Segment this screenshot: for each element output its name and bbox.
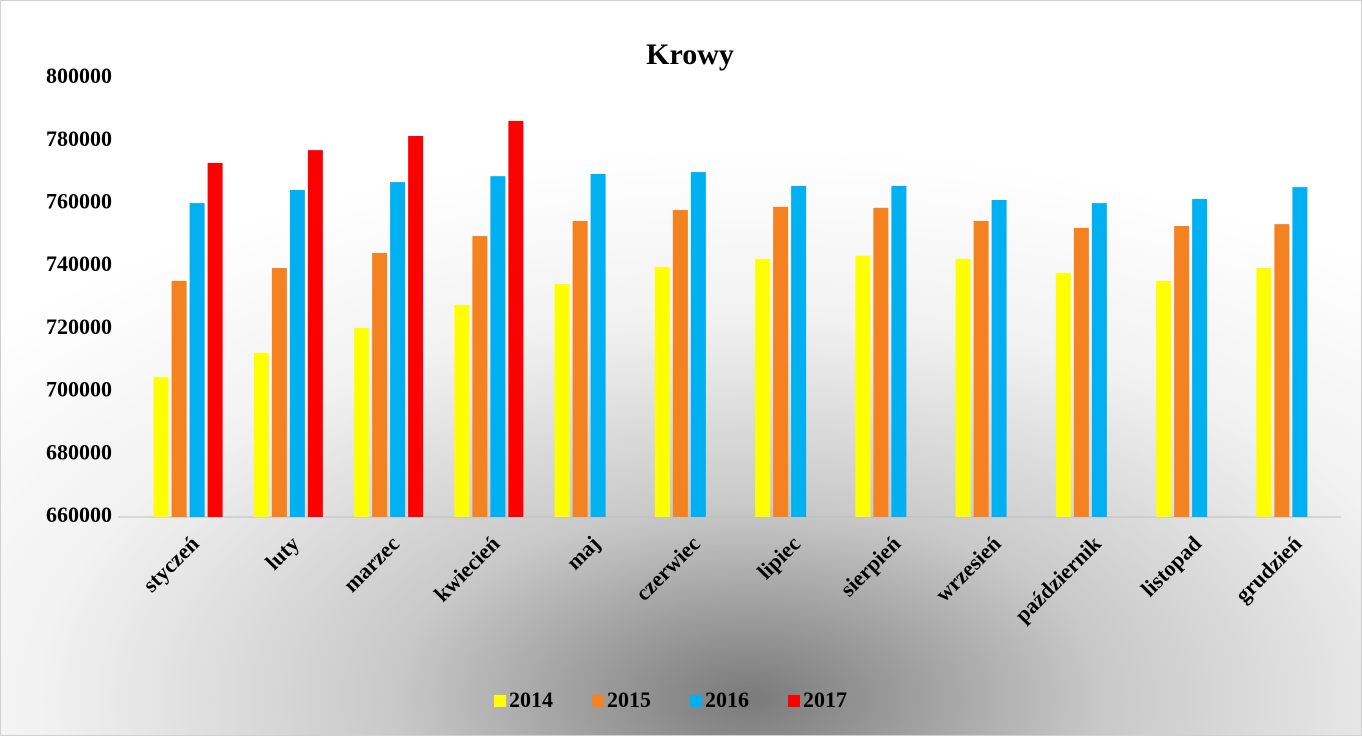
bar [654,267,670,517]
bar [1256,268,1272,517]
y-tick-label: 660000 [46,502,112,527]
y-tick-label: 680000 [46,439,112,464]
bar [773,206,789,517]
bar [253,353,269,517]
bar [554,284,570,517]
bar [873,207,889,517]
y-tick-label: 740000 [46,251,112,276]
bar [307,150,323,517]
bar [508,120,524,517]
bar [1292,187,1308,517]
bar [472,236,488,518]
bar [390,182,406,517]
y-tick-label: 700000 [46,377,112,402]
bar [1192,199,1208,517]
bar [891,185,907,517]
bar [372,252,388,518]
legend-label: 2016 [705,687,749,712]
chart-title: Krowy [646,38,734,71]
legend-swatch [690,695,702,707]
legend-label: 2017 [803,687,847,712]
bar [153,377,169,517]
bar [973,220,989,517]
bar [755,258,771,517]
bar [1055,273,1071,517]
bar [454,305,470,517]
y-tick-label: 720000 [46,314,112,339]
legend-swatch [592,695,604,707]
legend-label: 2015 [607,687,651,712]
legend-swatch [788,695,800,707]
y-tick-label: 780000 [46,126,112,151]
bar [490,176,506,517]
bar [572,220,588,517]
bar [855,255,871,518]
bar [672,210,688,518]
bar [590,173,606,517]
bar [1156,280,1172,517]
bar [271,268,287,517]
bar [1174,226,1190,517]
legend-swatch [494,695,506,707]
y-tick-label: 760000 [46,188,112,213]
bar [171,280,187,517]
bar [690,172,706,518]
bar [289,189,305,517]
legend-label: 2014 [509,687,553,712]
bar [1274,224,1290,518]
bar [1091,203,1107,518]
bar [791,185,807,517]
bar [189,203,205,518]
bar [1073,227,1089,517]
y-tick-label: 800000 [46,63,112,88]
bar [991,199,1007,517]
bar [354,327,370,517]
bar [955,258,971,517]
bar [408,136,424,517]
bar [207,162,223,518]
